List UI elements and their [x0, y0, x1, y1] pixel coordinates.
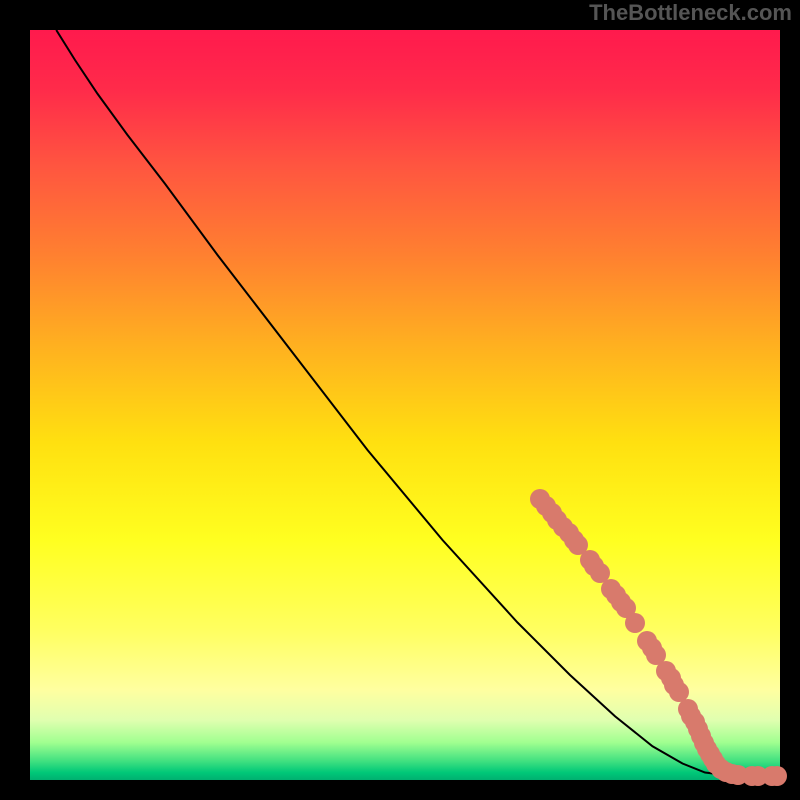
chart-container: TheBottleneck.com [0, 0, 800, 800]
plot-area [30, 30, 780, 780]
data-marker [625, 613, 645, 633]
data-marker [767, 766, 787, 786]
watermark-text: TheBottleneck.com [589, 0, 792, 26]
